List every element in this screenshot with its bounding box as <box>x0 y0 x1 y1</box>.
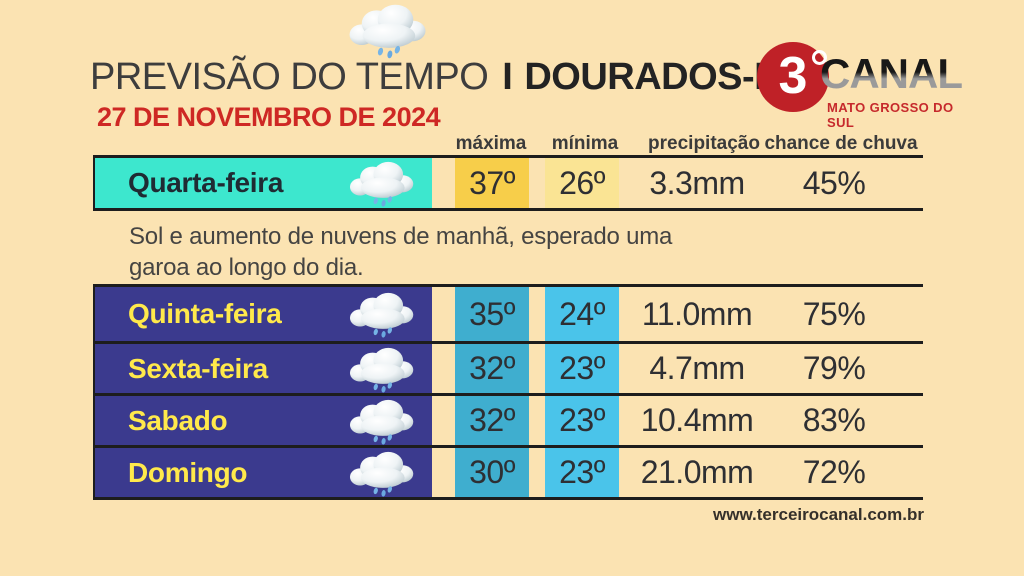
precipitation: 3.3mm <box>649 164 745 201</box>
day-label: Sabado <box>128 404 228 436</box>
rain-cloud-icon <box>338 0 438 60</box>
divider <box>93 208 923 211</box>
table-row: Sexta-feira 32º 23º 4.7mm 79% <box>93 344 923 393</box>
rain-chance: 45% <box>802 164 866 201</box>
day-label: Quinta-feira <box>128 298 282 329</box>
divider <box>93 497 923 500</box>
logo-degree-icon <box>812 50 827 65</box>
day-label: Sexta-feira <box>128 352 268 384</box>
forecast-date: 27 DE NOVEMBRO DE 2024 <box>97 102 441 132</box>
table-row-today: Quarta-feira 37º 26º 3.3mm 45% <box>93 158 923 208</box>
precipitation: 11.0mm <box>641 295 753 332</box>
divider <box>93 284 923 287</box>
website-url: www.terceirocanal.com.br <box>713 505 924 524</box>
min-temp: 23º <box>559 402 605 438</box>
max-temp: 32º <box>469 402 515 438</box>
divider <box>93 393 923 396</box>
min-column-strip <box>545 284 619 497</box>
forecast-summary: Sol e aumento de nuvens de manhã, espera… <box>129 221 672 283</box>
rain-chance: 75% <box>802 295 866 332</box>
page-title: PREVISÃO DO TEMPO I DOURADOS-MS <box>90 56 811 99</box>
rain-chance: 79% <box>802 350 866 386</box>
day-label: Domingo <box>128 456 248 488</box>
max-column-strip <box>455 284 529 497</box>
channel-logo: 3 CANAL MATO GROSSO DO SUL <box>757 40 963 130</box>
summary-line-2: garoa ao longo do dia. <box>129 254 364 281</box>
precipitation: 21.0mm <box>640 454 754 490</box>
rain-chance: 72% <box>802 454 866 490</box>
rain-cloud-icon <box>343 396 421 446</box>
logo-circle: 3 <box>757 42 829 112</box>
table-row: Domingo 30º 23º 21.0mm 72% <box>93 448 923 497</box>
divider <box>93 155 923 158</box>
precipitation: 4.7mm <box>649 350 745 386</box>
title-text: PREVISÃO DO TEMPO <box>90 56 489 98</box>
title-separator: I <box>502 56 513 98</box>
min-temp: 23º <box>559 350 605 386</box>
divider <box>93 341 923 344</box>
rain-cloud-icon <box>343 289 421 339</box>
column-header-min: mínima <box>551 133 619 154</box>
logo-name: CANAL <box>820 50 963 97</box>
rain-cloud-icon <box>343 158 421 208</box>
table-row: Sabado 32º 23º 10.4mm 83% <box>93 396 923 445</box>
table-row: Quinta-feira 35º 24º 11.0mm 75% <box>93 287 923 341</box>
column-header-precip: precipitação <box>648 133 760 154</box>
logo-number: 3 <box>778 47 808 105</box>
logo-region: MATO GROSSO DO SUL <box>827 100 954 130</box>
today-max-cell-bg <box>455 158 529 208</box>
max-temp: 35º <box>469 295 515 332</box>
summary-line-1: Sol e aumento de nuvens de manhã, espera… <box>129 223 673 250</box>
today-min-cell-bg <box>545 158 619 208</box>
column-header-chance: chance de chuva <box>764 133 918 154</box>
min-temp: 23º <box>559 454 605 490</box>
rain-cloud-icon <box>343 344 421 394</box>
min-temp: 26º <box>559 164 605 201</box>
max-temp: 32º <box>469 350 515 386</box>
rain-chance: 83% <box>802 402 866 438</box>
column-header-max: máxima <box>455 133 527 154</box>
max-temp: 30º <box>469 454 515 490</box>
max-temp: 37º <box>469 164 515 201</box>
day-label: Quarta-feira <box>128 167 284 198</box>
divider <box>93 445 923 448</box>
rain-cloud-icon <box>343 448 421 498</box>
min-temp: 24º <box>559 295 605 332</box>
precipitation: 10.4mm <box>640 402 754 438</box>
